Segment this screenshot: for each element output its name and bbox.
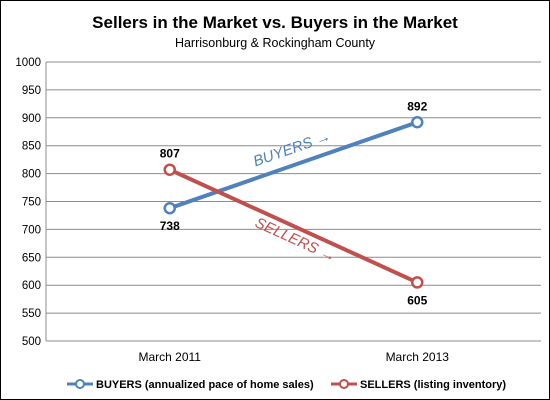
y-tick-label: 900 xyxy=(22,113,41,125)
x-tick-label: March 2013 xyxy=(386,350,450,364)
series-line xyxy=(167,120,420,211)
y-tick-label: 600 xyxy=(22,280,41,292)
legend-label: BUYERS (annualized pace of home sales) xyxy=(96,379,314,391)
y-tick-label: 950 xyxy=(22,85,41,97)
y-tick-label: 700 xyxy=(22,224,41,236)
chart-title: Sellers in the Market vs. Buyers in the … xyxy=(92,13,458,32)
chart-subtitle: Harrisonburg & Rockingham County xyxy=(175,36,376,50)
legend-swatch-marker xyxy=(339,379,349,389)
data-point xyxy=(163,201,176,215)
legend-label: SELLERS (listing inventory) xyxy=(360,379,506,391)
y-tick-label: 1000 xyxy=(15,57,41,69)
data-label: 807 xyxy=(160,147,180,161)
y-tick-label: 750 xyxy=(22,197,41,209)
y-tick-label: 850 xyxy=(22,141,41,153)
data-point xyxy=(163,163,176,176)
legend-swatch-marker xyxy=(75,379,85,389)
data-label: 605 xyxy=(407,293,427,307)
y-tick-label: 800 xyxy=(22,169,41,181)
data-point xyxy=(411,276,424,289)
data-label: 892 xyxy=(407,99,427,113)
series-line xyxy=(167,167,420,285)
data-label: 738 xyxy=(160,219,180,233)
y-tick-label: 500 xyxy=(22,336,41,348)
y-tick-label: 550 xyxy=(22,308,41,320)
series-layer xyxy=(163,116,424,289)
grid-layer xyxy=(46,61,541,314)
data-point xyxy=(411,116,424,129)
x-tick-label: March 2011 xyxy=(139,350,202,364)
y-tick-label: 650 xyxy=(22,252,41,264)
legend: BUYERS (annualized pace of home sales) SE… xyxy=(67,379,506,391)
axis-layer: 500 550 600 650 700 750 800 850 900 950 1000 March … xyxy=(15,57,541,364)
